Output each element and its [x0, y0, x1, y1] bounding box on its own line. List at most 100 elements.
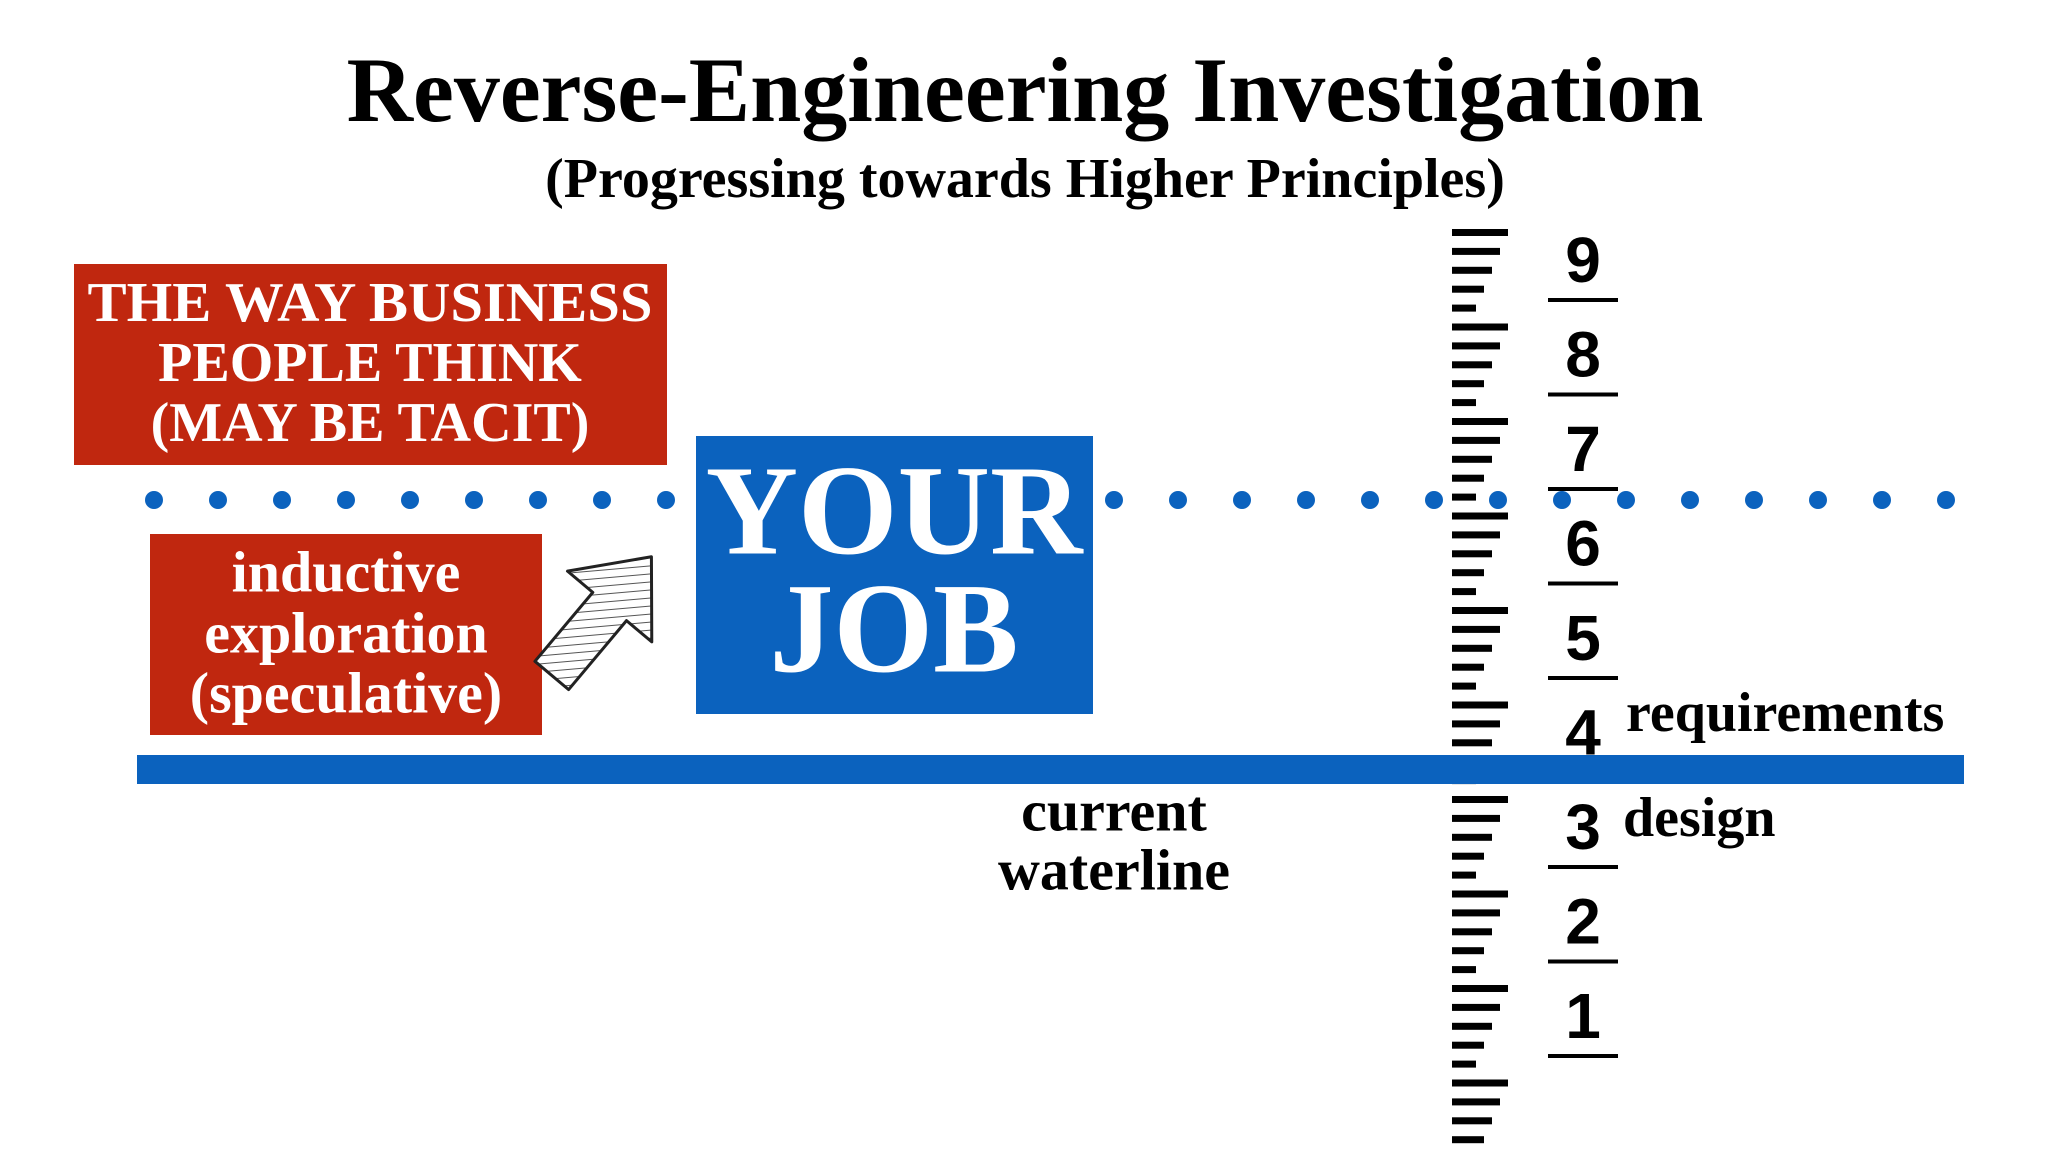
ruler-tick: [1452, 380, 1484, 388]
ruler-tick: [1452, 833, 1492, 841]
ruler-tick: [1452, 361, 1492, 369]
dot: [1297, 491, 1315, 509]
title: Reverse-Engineering Investigation: [347, 39, 1704, 141]
business-line: PEOPLE THINK: [158, 332, 582, 394]
sketch-arrow: [533, 555, 654, 692]
dot: [209, 491, 227, 509]
ruler-number: 7: [1565, 413, 1601, 485]
business-line: (MAY BE TACIT): [151, 392, 590, 454]
dot: [1105, 491, 1123, 509]
ruler-tick: [1452, 928, 1492, 936]
ruler-line: [1548, 487, 1618, 491]
job-line: YOUR: [706, 439, 1084, 581]
ruler-tick: [1452, 436, 1500, 444]
ruler-line: [1548, 865, 1618, 869]
ruler-line: [1548, 392, 1618, 397]
ruler-tick: [1452, 947, 1484, 955]
ruler-line: [1548, 581, 1618, 586]
ruler-line: [1548, 959, 1618, 964]
dot: [1937, 491, 1955, 509]
ruler-tick: [1452, 474, 1484, 482]
ruler-tick: [1452, 1079, 1508, 1087]
ruler-tick: [1452, 1117, 1492, 1125]
ruler-tick: [1452, 663, 1484, 671]
exploration-line: (speculative): [190, 660, 503, 725]
ruler-tick: [1452, 890, 1508, 898]
level-label: design: [1623, 787, 1776, 849]
ruler-tick: [1452, 550, 1492, 558]
dot: [273, 491, 291, 509]
level-label: requirements: [1626, 682, 1944, 744]
dot: [593, 491, 611, 509]
dot: [1489, 491, 1507, 509]
dotted-line: [145, 491, 1955, 509]
dot: [145, 491, 163, 509]
dot: [1425, 491, 1443, 509]
dot: [401, 491, 419, 509]
business-box: [74, 264, 667, 465]
ruler-tick: [1452, 247, 1500, 255]
exploration-box: [150, 534, 542, 735]
ruler-tick: [1452, 966, 1476, 974]
ruler-tick: [1452, 399, 1476, 407]
ruler-tick: [1452, 814, 1500, 822]
waterline-label: waterline: [998, 837, 1230, 902]
exploration-line: exploration: [204, 600, 488, 665]
job-box: [696, 436, 1093, 714]
ruler-tick: [1452, 1003, 1500, 1011]
ruler-tick: [1452, 455, 1492, 463]
ruler-tick: [1452, 229, 1508, 236]
ruler-tick: [1452, 304, 1476, 312]
waterline-bar: [137, 755, 1964, 784]
ruler-tick: [1452, 512, 1508, 520]
ruler-number: 8: [1565, 318, 1601, 390]
ruler-tick: [1452, 720, 1500, 728]
ruler-tick: [1452, 1098, 1500, 1106]
ruler-tick: [1452, 796, 1508, 803]
exploration-line: inductive: [232, 539, 461, 604]
dot: [1873, 491, 1891, 509]
dot: [529, 491, 547, 509]
ruler-tick: [1452, 588, 1476, 596]
ruler-tick: [1452, 701, 1508, 709]
waterline-label: current: [1021, 778, 1207, 843]
dot: [465, 491, 483, 509]
ruler-tick: [1452, 569, 1484, 577]
ruler-tick: [1452, 852, 1484, 860]
ruler-tick: [1452, 607, 1508, 614]
ruler-tick: [1452, 1041, 1484, 1049]
ruler-tick: [1452, 985, 1508, 992]
ruler-tick: [1452, 739, 1492, 747]
ruler-line: [1548, 676, 1618, 680]
dot: [1169, 491, 1187, 509]
dot: [337, 491, 355, 509]
ruler-number: 2: [1565, 885, 1601, 957]
dot: [1553, 491, 1571, 509]
ruler-number: 5: [1565, 602, 1601, 674]
ruler-tick: [1452, 285, 1484, 293]
dot: [1361, 491, 1379, 509]
ruler-tick: [1452, 682, 1476, 690]
dot: [1745, 491, 1763, 509]
ruler-number: 6: [1565, 507, 1601, 579]
ruler-number: 3: [1565, 791, 1601, 863]
ruler-number: 9: [1565, 224, 1601, 296]
dot: [1809, 491, 1827, 509]
ruler-tick: [1452, 342, 1500, 350]
dot: [1617, 491, 1635, 509]
dot: [1233, 491, 1251, 509]
ruler-tick: [1452, 1022, 1492, 1030]
ruler-tick: [1452, 531, 1500, 539]
job-line: JOB: [770, 557, 1019, 699]
ruler-line: [1548, 298, 1618, 302]
ruler-tick: [1452, 493, 1476, 501]
dot: [657, 491, 675, 509]
ruler-tick: [1452, 871, 1476, 879]
business-line: THE WAY BUSINESS: [88, 272, 653, 334]
ruler-tick: [1452, 1060, 1476, 1068]
ruler-number: 1: [1565, 980, 1601, 1052]
ruler-tick: [1452, 418, 1508, 425]
ruler-tick: [1452, 266, 1492, 274]
ruler-tick: [1452, 1136, 1484, 1144]
